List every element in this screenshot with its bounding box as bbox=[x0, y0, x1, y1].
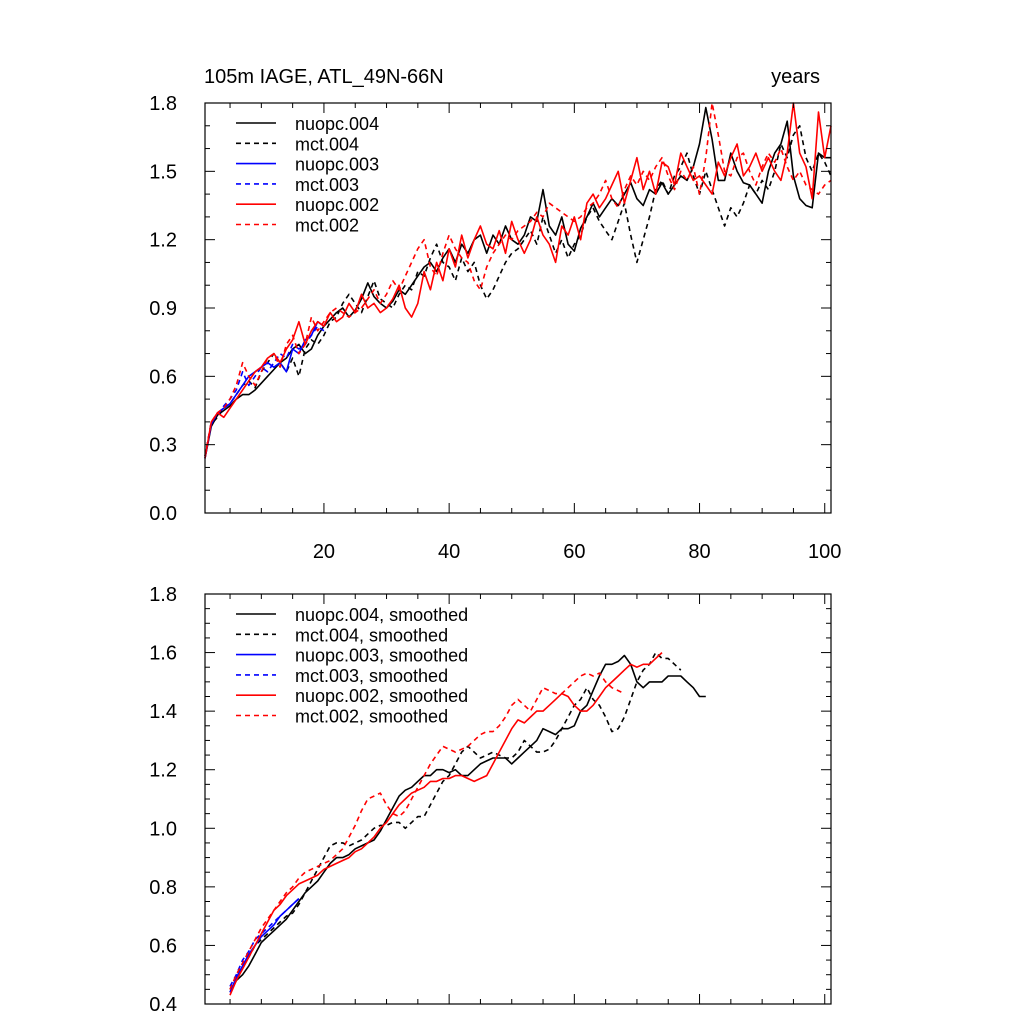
x-tick-label: 20 bbox=[313, 541, 335, 563]
y-tick-label: 1.5 bbox=[149, 161, 177, 183]
series-line-nuopc-003-smoothed bbox=[229, 898, 300, 993]
x-tick-label: 80 bbox=[688, 541, 710, 563]
y-tick-label: 0.0 bbox=[149, 503, 177, 525]
top-legend: nuopc.004mct.004nuopc.003mct.003nuopc.00… bbox=[236, 114, 379, 236]
y-tick-label: 0.3 bbox=[149, 435, 177, 457]
top-panel: 105m IAGE, ATL_49N-66N years 20 40 60 80 100… bbox=[149, 66, 841, 563]
legend-label: nuopc.003, smoothed bbox=[295, 646, 468, 666]
series-line-mct-002 bbox=[204, 102, 832, 457]
legend-label: mct.003, smoothed bbox=[295, 666, 448, 686]
series-line-nuopc-004-smoothed bbox=[229, 654, 706, 993]
legend-label: mct.002 bbox=[295, 216, 359, 236]
y-tick-label: 1.0 bbox=[149, 818, 177, 840]
series-line-nuopc-002 bbox=[204, 102, 832, 459]
bottom-tick-group: 0.4 0.6 0.8 1.0 1.2 1.4 1.6 1.8 bbox=[149, 584, 831, 1016]
legend-label: mct.004, smoothed bbox=[295, 625, 448, 645]
series-line-mct-003-smoothed bbox=[229, 898, 300, 987]
top-series-group bbox=[204, 102, 832, 459]
units-label: years bbox=[771, 66, 820, 88]
legend-label: nuopc.002, smoothed bbox=[295, 686, 468, 706]
legend-label: nuopc.004 bbox=[295, 114, 379, 134]
legend-label: nuopc.002 bbox=[295, 195, 379, 215]
bottom-panel: 0.4 0.6 0.8 1.0 1.2 1.4 1.6 1.8 nuopc.004, smoo… bbox=[149, 584, 832, 1016]
y-tick-label: 1.8 bbox=[149, 584, 177, 606]
x-tick-label: 40 bbox=[438, 541, 460, 563]
y-tick-label: 0.9 bbox=[149, 298, 177, 320]
y-tick-label: 1.2 bbox=[149, 230, 177, 252]
series-line-mct-004 bbox=[204, 125, 832, 457]
legend-label: nuopc.004, smoothed bbox=[295, 605, 468, 625]
y-tick-label: 1.4 bbox=[149, 701, 177, 723]
y-tick-label: 0.4 bbox=[149, 994, 177, 1016]
legend-label: nuopc.003 bbox=[295, 155, 379, 175]
x-tick-label: 60 bbox=[563, 541, 585, 563]
y-tick-label: 0.6 bbox=[149, 366, 177, 388]
y-tick-label: 0.8 bbox=[149, 877, 177, 899]
legend-label: mct.003 bbox=[295, 175, 359, 195]
bottom-series-group bbox=[229, 651, 706, 996]
y-tick-label: 1.2 bbox=[149, 760, 177, 782]
y-tick-label: 0.6 bbox=[149, 935, 177, 957]
series-line-mct-002-smoothed bbox=[229, 672, 625, 990]
series-line-nuopc-002-smoothed bbox=[229, 652, 663, 996]
top-tick-group: 20 40 60 80 100 0.0 0.3 0.6 0.9 1.2 1.5 1.8 bbox=[149, 93, 841, 563]
x-tick-label: 100 bbox=[808, 541, 841, 563]
y-tick-label: 1.8 bbox=[149, 93, 177, 115]
figure-title: 105m IAGE, ATL_49N-66N bbox=[204, 66, 444, 88]
legend-label: mct.004 bbox=[295, 134, 359, 154]
y-tick-label: 1.6 bbox=[149, 643, 177, 665]
legend-label: mct.002, smoothed bbox=[295, 707, 448, 727]
